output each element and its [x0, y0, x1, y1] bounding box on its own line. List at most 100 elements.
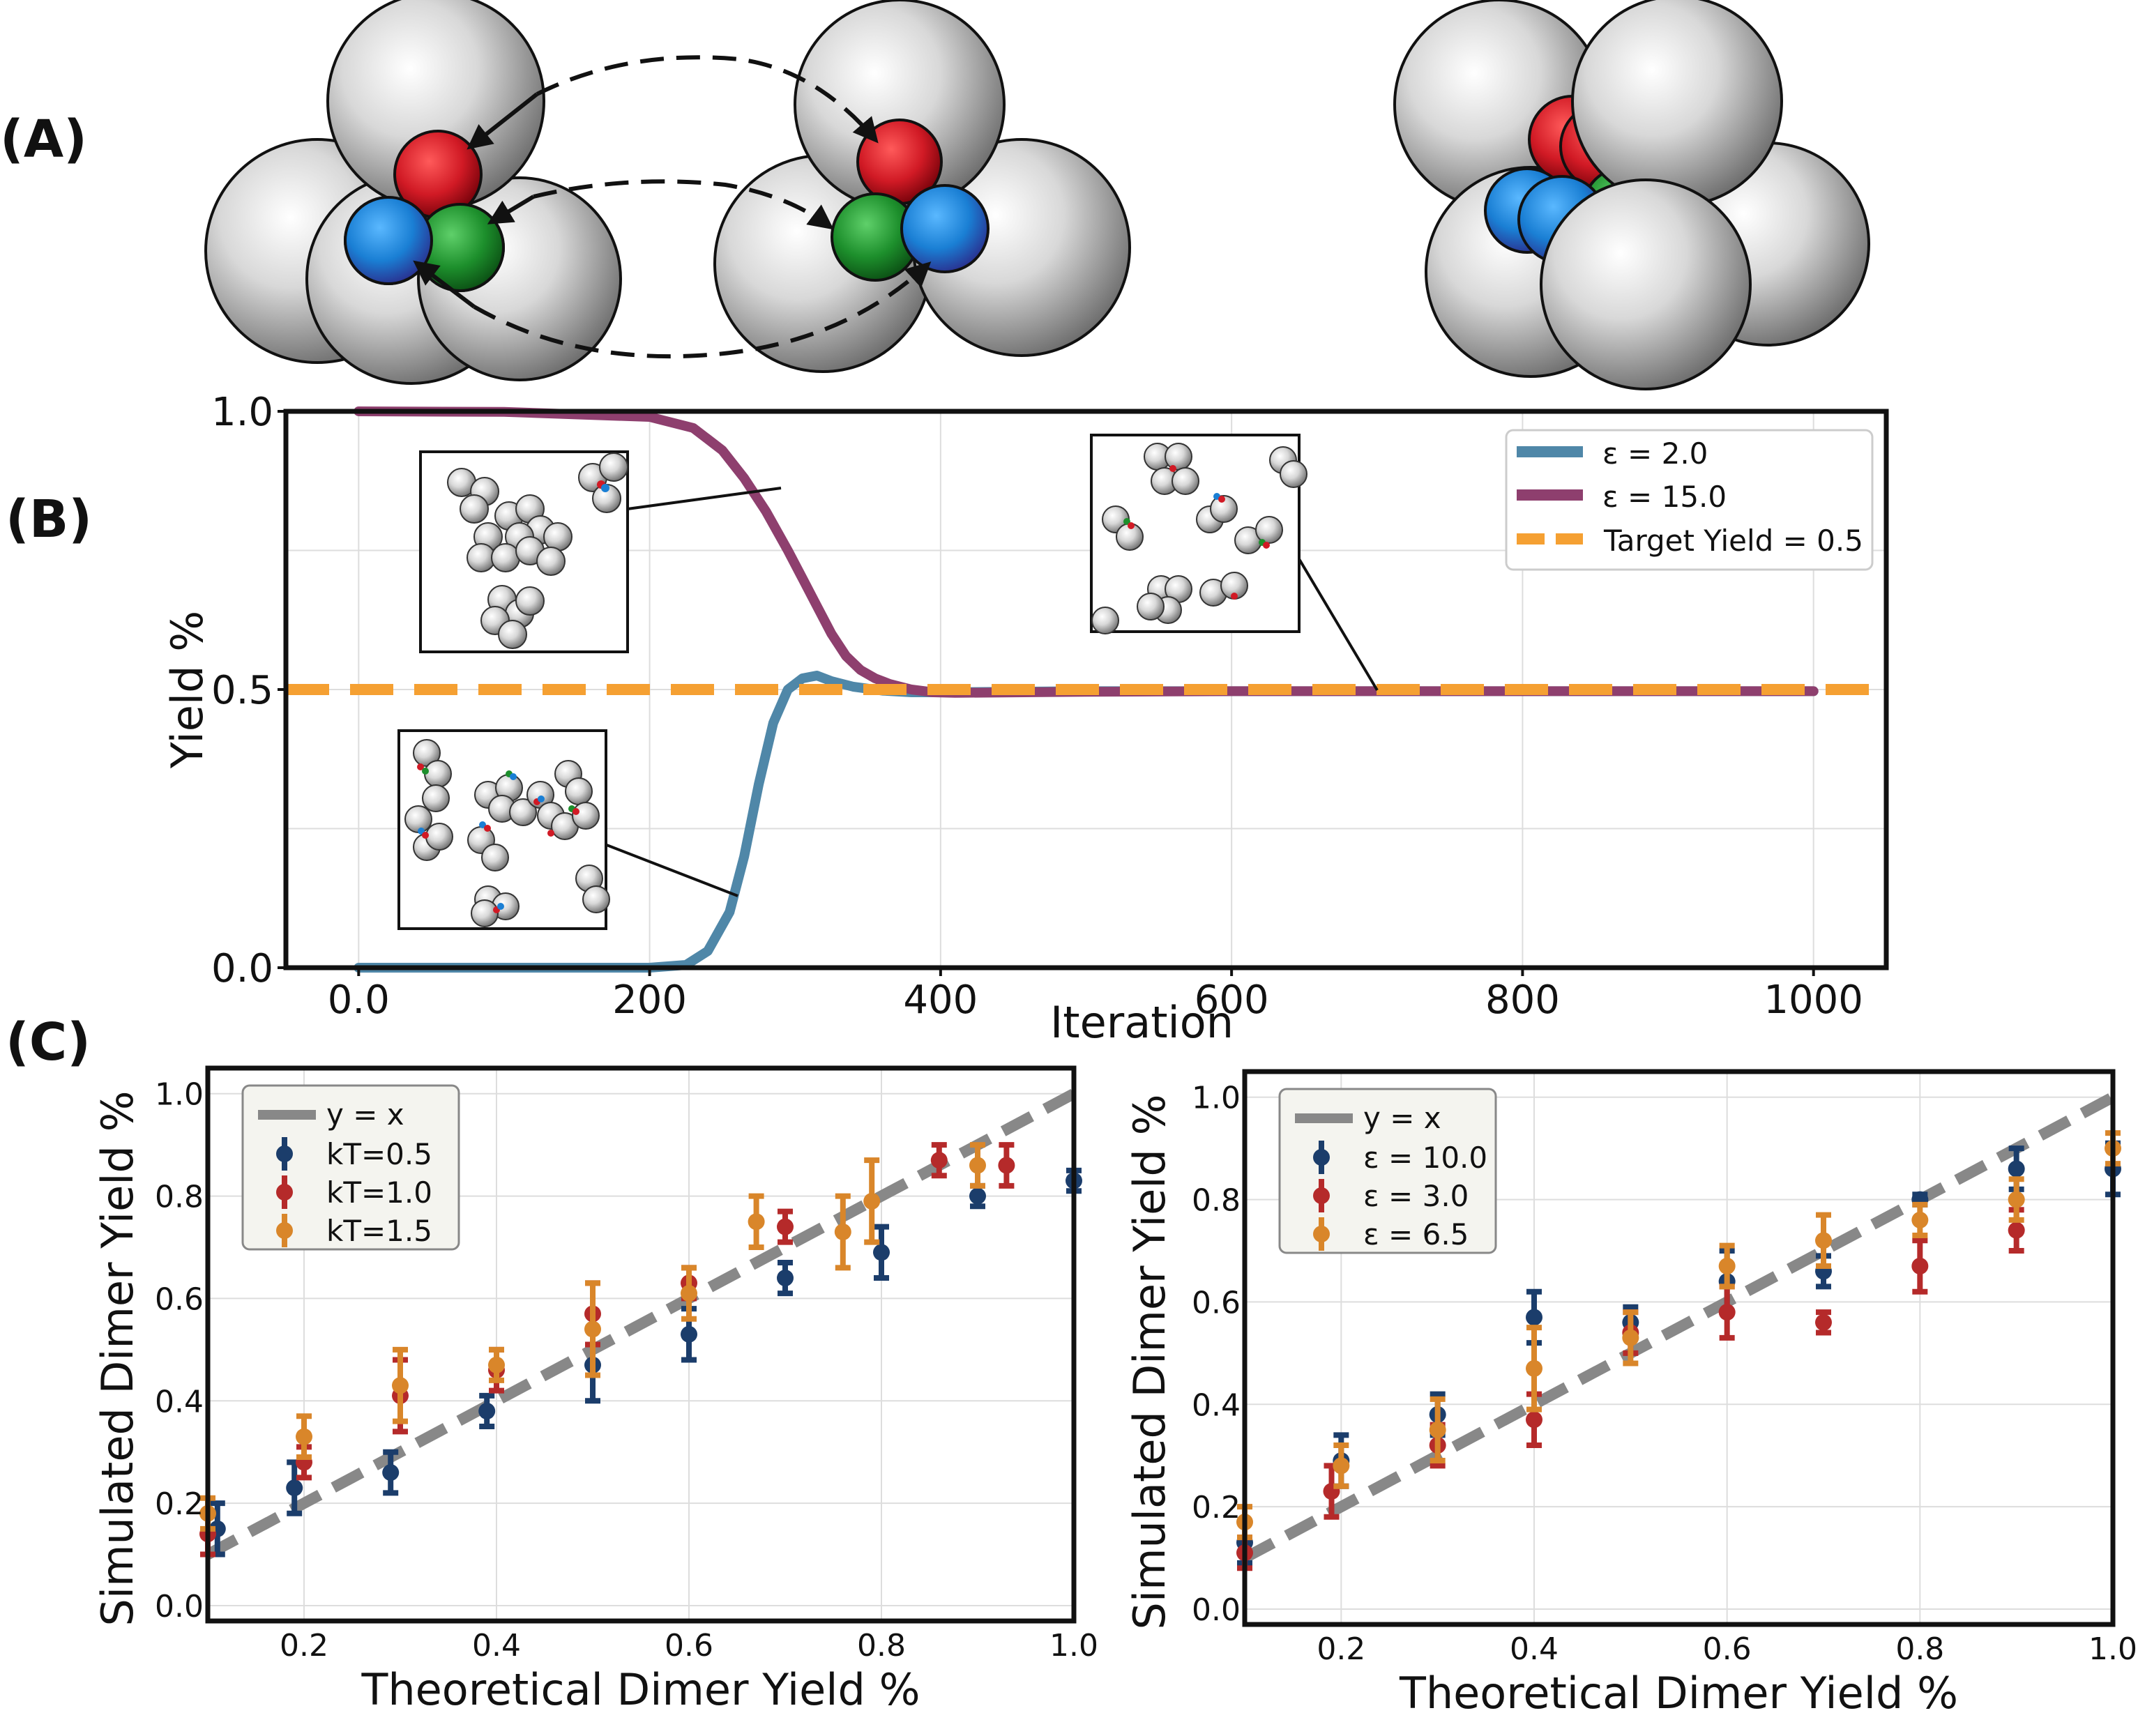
- data-point: [1718, 1304, 1736, 1321]
- legend-label: kT=1.0: [326, 1175, 432, 1210]
- legend-swatch-point: [276, 1222, 293, 1239]
- legend-label: Target Yield = 0.5: [1603, 524, 1863, 558]
- x-tick-label: 1.0: [1049, 1628, 1098, 1663]
- data-point: [1815, 1314, 1832, 1331]
- legend-box: [1505, 429, 1874, 571]
- legend: ε = 2.0 ε = 15.0 Target Yield = 0.5: [1505, 429, 1874, 571]
- y-tick-label: 0.0: [211, 946, 273, 991]
- y-axis-label: Yield %: [162, 611, 213, 769]
- x-tick-label: 0.2: [1317, 1631, 1365, 1667]
- x-axis-label: Iteration: [1050, 997, 1234, 1048]
- x-tick-label: 0.2: [280, 1628, 328, 1663]
- x-tick-label: 800: [1485, 977, 1560, 1023]
- data-point: [1526, 1309, 1542, 1326]
- x-axis-label: Theoretical Dimer Yield %: [361, 1664, 920, 1715]
- x-tick-label: 400: [903, 977, 978, 1023]
- data-point: [777, 1218, 794, 1235]
- x-tick-label: 0.6: [1703, 1631, 1752, 1667]
- y-tick-label: 0.8: [1192, 1183, 1241, 1219]
- legend-label: ε = 10.0: [1363, 1141, 1487, 1175]
- data-point: [286, 1479, 303, 1497]
- y-tick-label: 0.6: [1192, 1285, 1241, 1320]
- y-tick-label: 1.0: [155, 1077, 204, 1113]
- panel-b-insets: [397, 434, 1379, 930]
- cluster-right: [1393, 0, 1870, 390]
- data-point: [1333, 1457, 1350, 1475]
- legend-label: ε = 3.0: [1363, 1179, 1469, 1213]
- chart-b: 0.0 200 400 600 800 1000 0.0 0.5 1.0 Iteration Yie…: [162, 390, 1889, 1048]
- y-tick-label: 0.0: [1192, 1592, 1241, 1628]
- y-tick-label: 0.8: [155, 1180, 204, 1215]
- y-tick-label: 0.5: [211, 668, 273, 713]
- legend: y = x kT=0.5 kT=1.0 kT=1.5: [241, 1084, 460, 1251]
- legend-label: ε = 6.5: [1363, 1217, 1469, 1251]
- legend-box: [1278, 1088, 1497, 1254]
- data-point: [584, 1320, 601, 1338]
- plot-frame: [1242, 1069, 2116, 1627]
- panel-label-a: (A): [0, 109, 87, 169]
- y-tick-label: 1.0: [1192, 1081, 1241, 1116]
- legend-swatch-point: [1313, 1149, 1330, 1166]
- y-axis-label: Simulated Dimer Yield %: [1124, 1095, 1175, 1630]
- reference-line-yx: [205, 1088, 1077, 1560]
- data-point: [1718, 1258, 1736, 1275]
- legend-label: y = x: [1363, 1101, 1441, 1135]
- legend-box: [241, 1084, 460, 1251]
- data-point: [930, 1152, 948, 1169]
- y-tick-label: 0.2: [155, 1486, 204, 1522]
- data-point: [1429, 1421, 1446, 1438]
- legend: y = x ε = 10.0 ε = 3.0 ε = 6.5: [1278, 1088, 1497, 1254]
- x-axis-label: Theoretical Dimer Yield %: [1399, 1668, 1958, 1719]
- dashed-arrow-top-left: [536, 55, 879, 144]
- trimer-middle: [713, 0, 1131, 373]
- chart-c-left: 0.2 0.4 0.6 0.8 1.0 0.0 0.2 0.4 0.6 0.8 1.0 Theoret…: [92, 1065, 1098, 1715]
- panel-label-c: (C): [6, 1012, 91, 1072]
- plot-frame: [205, 1065, 1077, 1624]
- data-point: [969, 1157, 986, 1174]
- y-tick-label: 0.4: [1192, 1387, 1241, 1423]
- legend-label: kT=1.5: [326, 1214, 432, 1248]
- data-point: [1911, 1211, 1929, 1228]
- data-point: [681, 1285, 697, 1302]
- y-tick-label: 0.4: [155, 1384, 204, 1419]
- panel-label-b: (B): [6, 489, 92, 549]
- data-point: [392, 1377, 409, 1394]
- reference-line-yx: [1242, 1092, 2116, 1563]
- chart-c-right: 0.2 0.4 0.6 0.8 1.0 0.0 0.2 0.4 0.6 0.8 1.0 Theoret…: [1124, 1069, 2137, 1719]
- x-tick-label: 0.8: [1895, 1631, 1944, 1667]
- data-point: [2008, 1191, 2025, 1208]
- data-point: [969, 1187, 986, 1205]
- data-point: [1622, 1329, 1639, 1346]
- data-point: [1526, 1360, 1542, 1377]
- x-tick-label: 1000: [1764, 977, 1863, 1023]
- dashed-arrow-top-right: [467, 92, 538, 150]
- x-tick-label: 0.4: [472, 1628, 521, 1663]
- data-point: [296, 1428, 312, 1445]
- dashed-arrow-mid: [533, 179, 834, 230]
- data-point: [998, 1157, 1015, 1174]
- legend-label: ε = 2.0: [1602, 436, 1708, 471]
- legend-label: y = x: [326, 1097, 404, 1132]
- data-point: [777, 1270, 794, 1287]
- data-point: [834, 1223, 851, 1240]
- inset-bottom-left: [397, 729, 738, 930]
- panel-a-illustration: [204, 0, 1870, 390]
- legend-swatch-point: [1313, 1187, 1330, 1204]
- x-tick-label: 0.0: [328, 977, 390, 1023]
- y-axis-label: Simulated Dimer Yield %: [92, 1091, 143, 1627]
- legend-swatch-point: [1313, 1226, 1330, 1242]
- inset-top-left: [419, 450, 782, 653]
- y-tick-label: 0.6: [155, 1281, 204, 1317]
- legend-label: ε = 15.0: [1602, 480, 1727, 514]
- y-tick-label: 0.0: [155, 1589, 204, 1624]
- inset-top-right: [1090, 434, 1379, 692]
- data-point: [681, 1325, 697, 1343]
- data-point: [382, 1464, 400, 1482]
- legend-swatch-point: [276, 1184, 293, 1201]
- data-point: [1815, 1232, 1832, 1249]
- data-point: [1526, 1411, 1542, 1429]
- x-tick-label: 200: [612, 977, 687, 1023]
- y-tick-label: 0.2: [1192, 1490, 1241, 1525]
- data-point: [478, 1402, 496, 1419]
- dashed-arrow-bottom: [473, 261, 932, 359]
